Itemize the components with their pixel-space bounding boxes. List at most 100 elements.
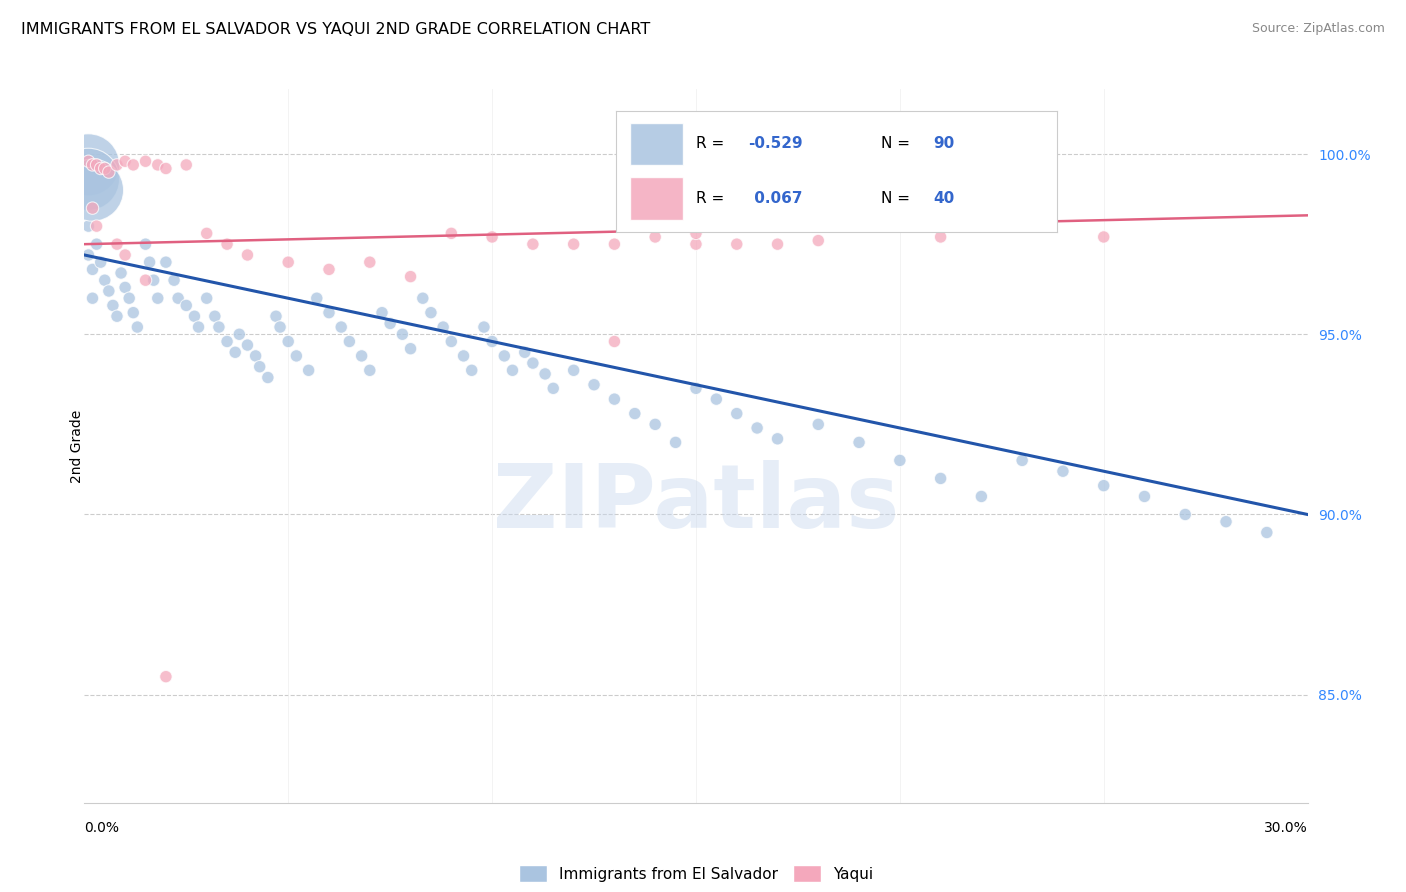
Point [82,183,104,197]
Point [432,320,454,334]
Point [359,363,381,377]
Point [114,248,136,262]
Point [1215,515,1237,529]
Point [481,230,503,244]
Point [135,154,157,169]
Point [217,334,239,349]
Point [1092,478,1115,492]
Point [146,158,169,172]
Point [603,334,626,349]
Point [114,280,136,294]
Point [725,407,748,421]
Text: 30.0%: 30.0% [1264,821,1308,835]
Point [534,367,557,381]
Point [176,158,198,172]
Point [82,158,104,172]
Point [359,255,381,269]
Point [807,417,830,432]
Point [371,306,394,320]
Point [86,219,108,234]
Point [187,320,209,334]
Point [1174,508,1197,522]
Point [1052,464,1074,478]
Point [208,320,231,334]
Point [494,349,516,363]
Point [122,158,145,172]
Y-axis label: 2nd Grade: 2nd Grade [70,409,84,483]
Point [298,363,321,377]
Point [562,237,585,252]
Point [105,237,128,252]
Point [264,310,287,324]
Point [522,237,544,252]
Point [391,327,413,342]
Text: Source: ZipAtlas.com: Source: ZipAtlas.com [1251,22,1385,36]
Point [665,435,688,450]
Point [513,345,536,359]
Point [82,291,104,305]
Point [135,273,157,287]
Point [142,273,165,287]
Point [644,417,666,432]
Point [77,158,100,172]
Text: IMMIGRANTS FROM EL SALVADOR VS YAQUI 2ND GRADE CORRELATION CHART: IMMIGRANTS FROM EL SALVADOR VS YAQUI 2ND… [21,22,651,37]
Point [77,248,100,262]
Point [82,262,104,277]
Point [461,363,484,377]
Point [176,298,198,312]
Point [90,255,112,269]
Point [114,154,136,169]
Point [380,317,402,331]
Point [204,310,226,324]
Point [318,262,340,277]
Point [543,381,565,395]
Point [101,298,124,312]
Point [350,349,373,363]
Point [245,349,267,363]
Point [82,201,104,215]
Point [277,334,299,349]
Point [105,310,128,324]
Point [330,320,353,334]
Point [118,291,141,305]
Point [420,306,443,320]
Point [167,291,190,305]
Point [481,334,503,349]
Point [122,306,145,320]
Point [685,237,707,252]
Point [277,255,299,269]
Point [155,670,177,684]
Point [562,363,585,377]
Point [86,237,108,252]
Point [77,172,100,186]
Point [86,158,108,172]
Point [195,291,218,305]
Point [889,453,911,467]
Point [305,291,328,305]
Point [502,363,524,377]
Point [624,407,647,421]
Point [155,161,177,176]
Point [97,165,120,179]
Point [90,161,112,176]
Point [603,392,626,406]
Point [77,154,100,169]
Point [318,306,340,320]
Point [138,255,160,269]
Point [1092,230,1115,244]
Legend: Immigrants from El Salvador, Yaqui: Immigrants from El Salvador, Yaqui [513,859,879,888]
Point [135,237,157,252]
Point [127,320,149,334]
Point [93,161,117,176]
Point [195,227,218,241]
Point [1011,453,1033,467]
Point [236,248,259,262]
Point [603,237,626,252]
Point [807,234,830,248]
Point [472,320,495,334]
Point [155,255,177,269]
Point [440,334,463,349]
Point [583,377,606,392]
Point [970,490,993,504]
Point [285,349,308,363]
